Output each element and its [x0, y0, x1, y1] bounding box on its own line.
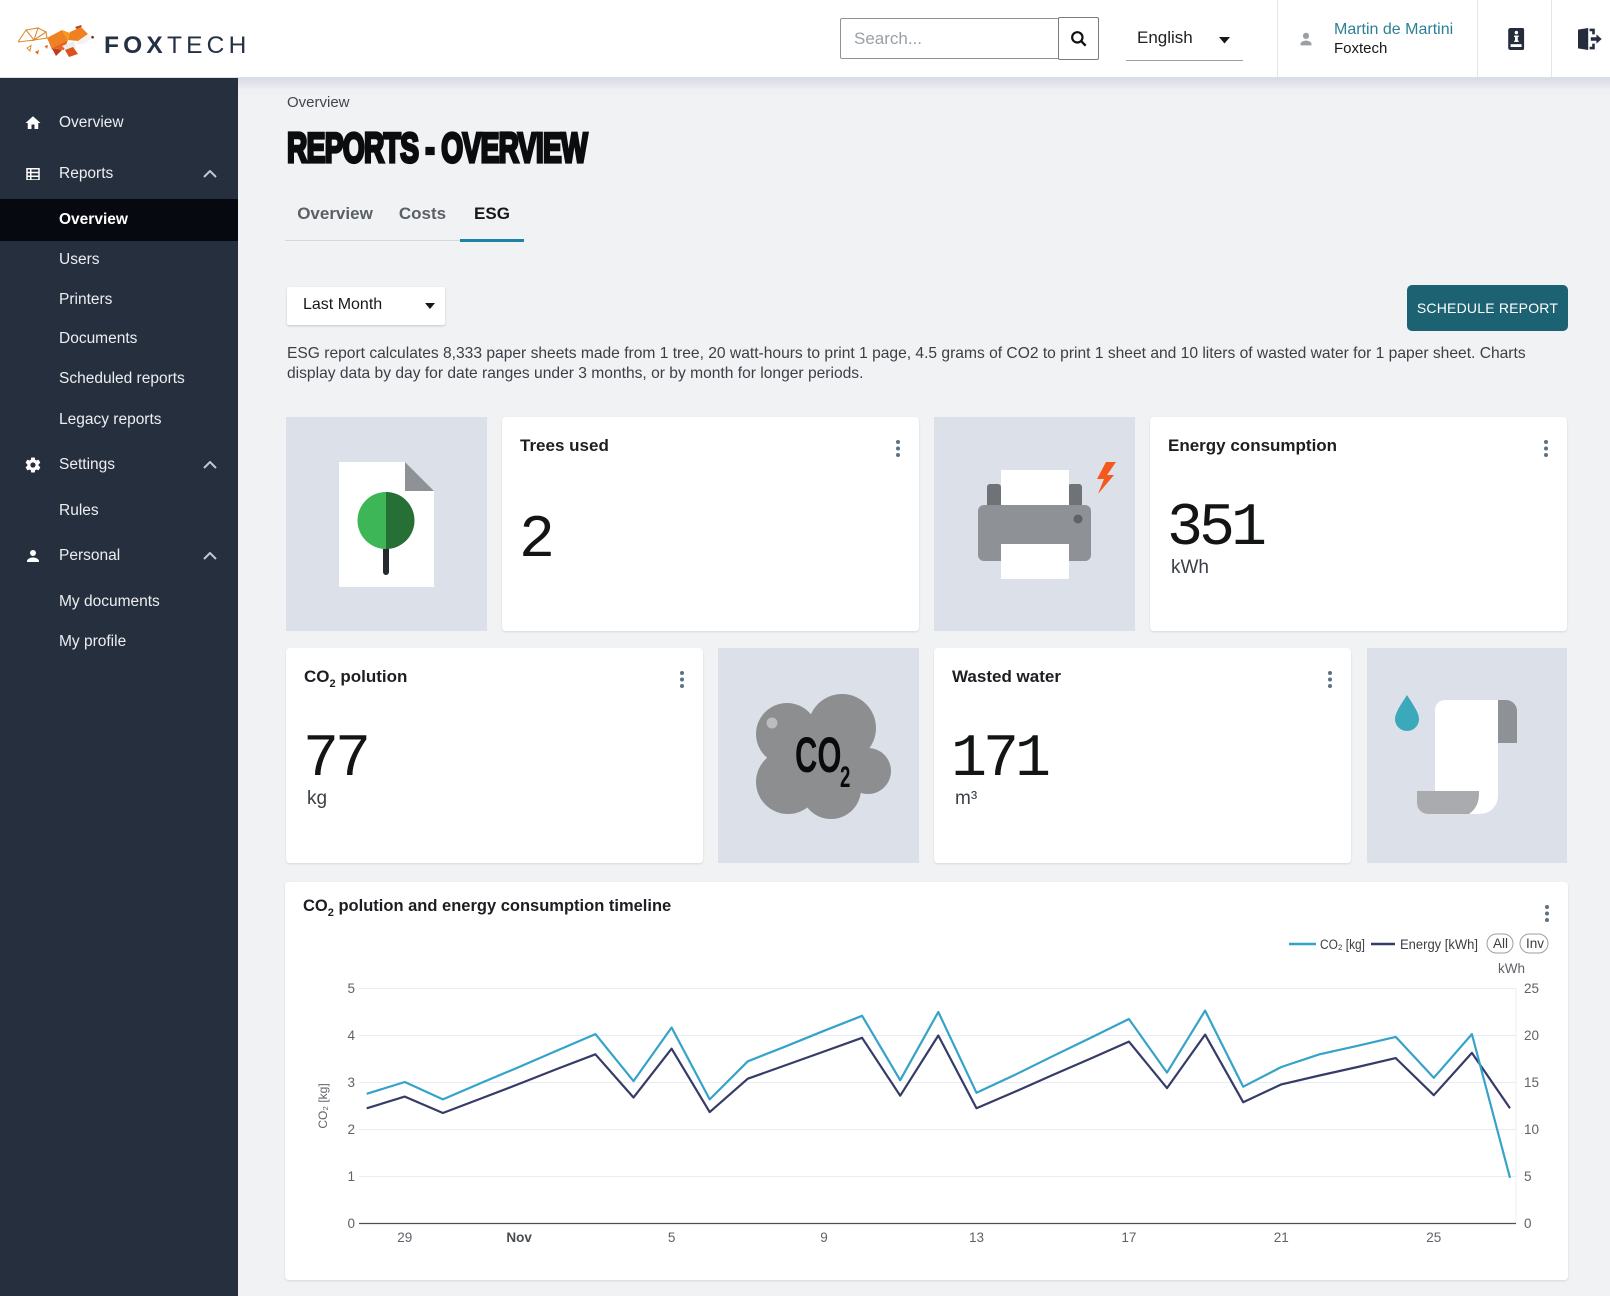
svg-text:25: 25 — [1426, 1230, 1441, 1245]
svg-text:4: 4 — [347, 1028, 355, 1043]
svg-text:kWh: kWh — [1498, 961, 1525, 976]
svg-text:25: 25 — [1524, 981, 1539, 996]
svg-text:17: 17 — [1121, 1230, 1136, 1245]
svg-text:CO₂ [kg]: CO₂ [kg] — [1320, 937, 1365, 952]
svg-text:Nov: Nov — [506, 1230, 532, 1245]
svg-text:10: 10 — [1524, 1122, 1539, 1137]
svg-text:1: 1 — [347, 1169, 355, 1184]
svg-text:15: 15 — [1524, 1075, 1539, 1090]
svg-text:Inv: Inv — [1526, 936, 1544, 951]
svg-text:Energy [kWh]: Energy [kWh] — [1400, 937, 1478, 952]
svg-text:9: 9 — [820, 1230, 828, 1245]
svg-text:2: 2 — [840, 761, 850, 795]
svg-text:5: 5 — [668, 1230, 676, 1245]
svg-text:All: All — [1493, 936, 1508, 951]
svg-text:5: 5 — [1524, 1169, 1532, 1184]
svg-text:CO: CO — [795, 726, 841, 782]
svg-text:20: 20 — [1524, 1028, 1539, 1043]
svg-text:0: 0 — [347, 1216, 355, 1231]
svg-text:0: 0 — [1524, 1216, 1532, 1231]
svg-text:5: 5 — [347, 981, 355, 996]
svg-text:3: 3 — [347, 1075, 355, 1090]
svg-text:21: 21 — [1274, 1230, 1289, 1245]
svg-text:13: 13 — [969, 1230, 984, 1245]
svg-text:2: 2 — [347, 1122, 355, 1137]
svg-text:CO₂ [kg]: CO₂ [kg] — [316, 1083, 330, 1128]
svg-text:29: 29 — [397, 1230, 412, 1245]
svg-text:REPORTS - OVERVIEW: REPORTS - OVERVIEW — [287, 124, 588, 171]
